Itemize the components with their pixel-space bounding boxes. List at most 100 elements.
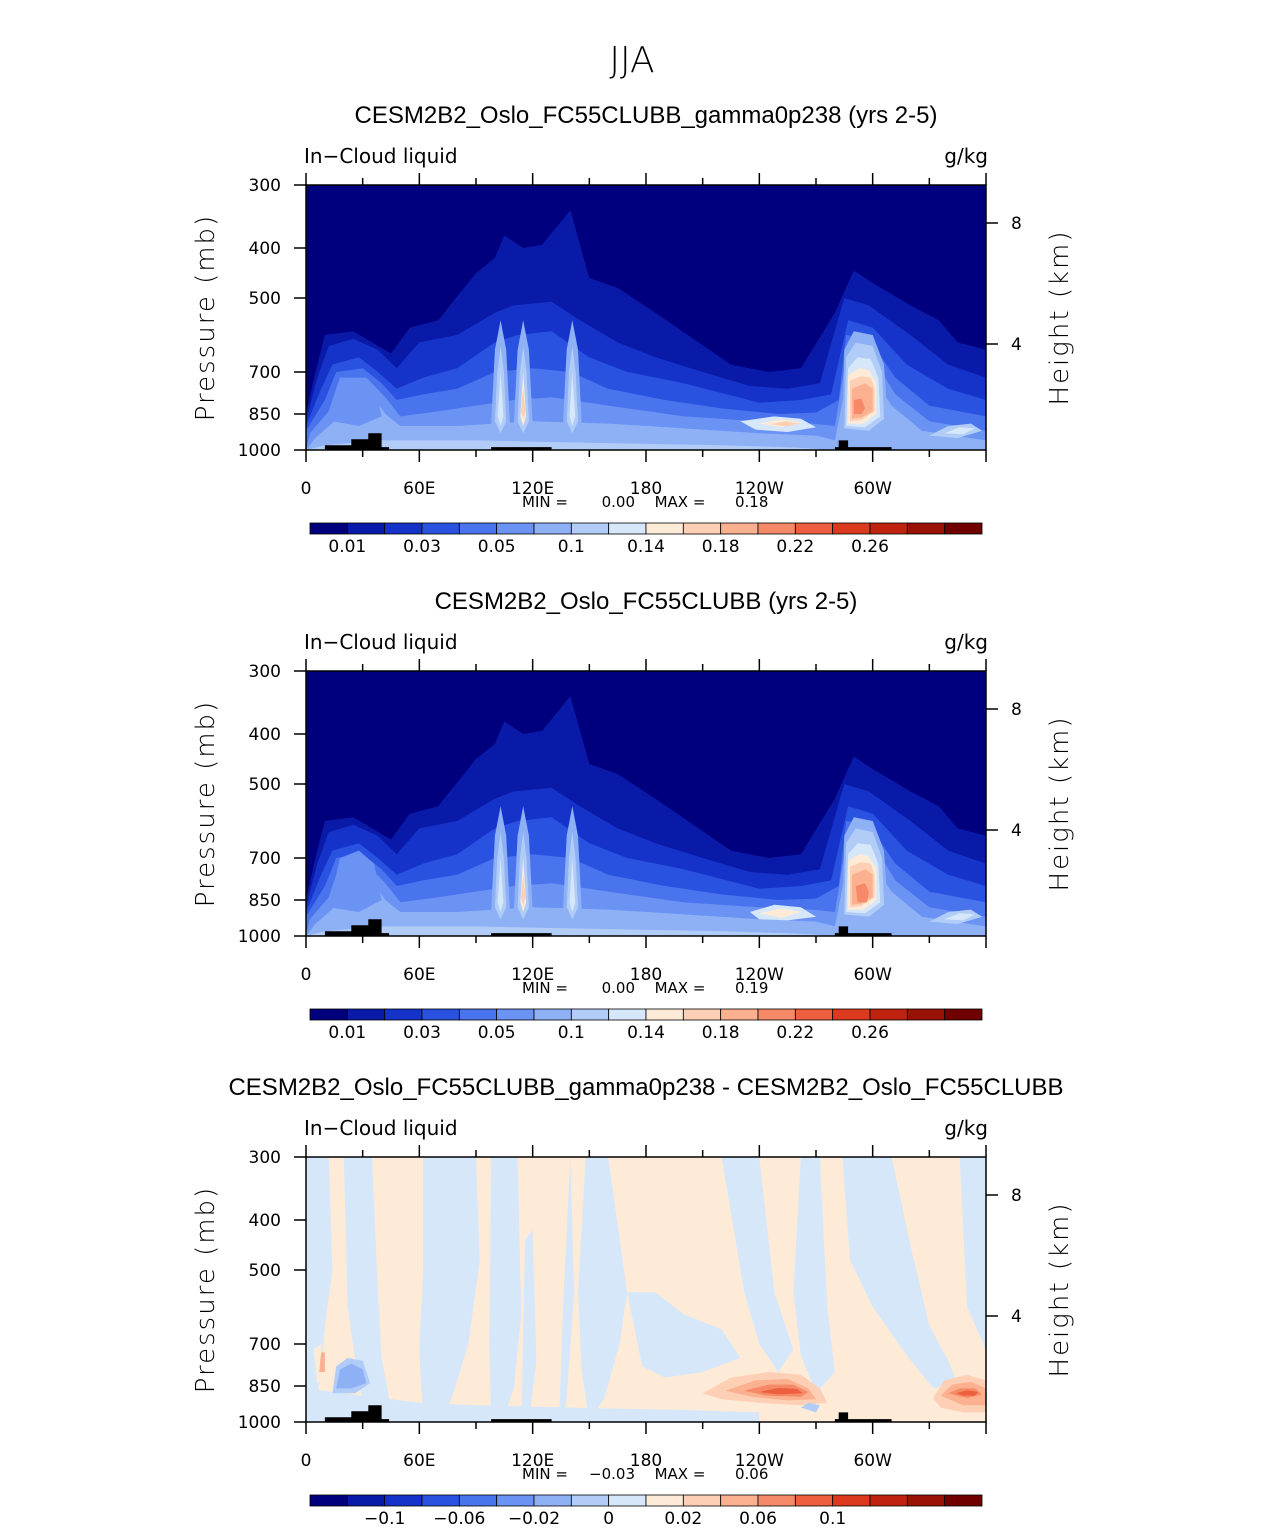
y-tick-label: 300 bbox=[249, 1148, 281, 1168]
y-tick-label: 1000 bbox=[238, 1413, 281, 1433]
x-tick-label: 180 bbox=[630, 479, 662, 499]
neg-africa-core bbox=[336, 1363, 367, 1389]
colorbar-swatch bbox=[832, 1494, 871, 1507]
panel-title: CESM2B2_Oslo_FC55CLUBB_gamma0p238 (yrs 2… bbox=[355, 102, 938, 129]
x-tick-label: 60W bbox=[853, 479, 892, 499]
colorbar-swatch bbox=[384, 522, 423, 535]
colorbar-swatch bbox=[421, 522, 460, 535]
x-tick-label: 120E bbox=[511, 1451, 554, 1471]
colorbar-swatch bbox=[458, 1008, 498, 1021]
x-tick-label: 60E bbox=[403, 965, 435, 985]
colorbar-swatch bbox=[496, 522, 535, 535]
colorbar-swatch bbox=[757, 522, 796, 535]
colorbar-swatch bbox=[906, 522, 946, 535]
y-tick-label: 700 bbox=[249, 363, 281, 383]
colorbar-swatch bbox=[944, 1008, 983, 1021]
min-value: −0.03 bbox=[589, 1465, 635, 1483]
x-tick-label: 60W bbox=[853, 1451, 892, 1471]
colorbar-label: 0.18 bbox=[702, 537, 740, 557]
plot-axes: 0 60E 120E 180 120W 60W 300 400 500 700 850 1000 8 4 P… bbox=[191, 1145, 1075, 1471]
colorbar-label: 0.05 bbox=[478, 537, 516, 557]
neg-area-1 bbox=[343, 1157, 391, 1422]
y-axis-title-right: Height (km) bbox=[1045, 1202, 1075, 1378]
max-label: MAX = bbox=[655, 1465, 706, 1483]
y-axis-title: Pressure (mb) bbox=[191, 214, 221, 421]
y-axis-title-right: Height (km) bbox=[1045, 716, 1075, 892]
colorbar-label: 0.14 bbox=[627, 537, 665, 557]
colorbar-swatch bbox=[682, 1008, 722, 1021]
colorbar-label: 0.06 bbox=[739, 1509, 777, 1529]
colorbar-label: 0.26 bbox=[851, 537, 889, 557]
atlantic-sc-core bbox=[944, 427, 975, 435]
height-tick-label: 4 bbox=[1011, 1307, 1022, 1327]
panel-1: CESM2B2_Oslo_FC55CLUBB_gamma0p238 (yrs 2… bbox=[191, 102, 1075, 557]
contour-plot bbox=[306, 671, 986, 936]
neg-area-12 bbox=[306, 1388, 760, 1422]
pacific-sc-core bbox=[759, 908, 801, 918]
colorbar-swatch bbox=[533, 522, 572, 535]
min-label: MIN = bbox=[522, 1465, 568, 1483]
x-tick-label: 180 bbox=[630, 1451, 662, 1471]
colorbar-swatch bbox=[720, 522, 759, 535]
max-value: 0.18 bbox=[735, 493, 768, 511]
neg-area-2 bbox=[419, 1157, 480, 1422]
atlantic-sc-core bbox=[944, 913, 975, 921]
height-tick-label: 8 bbox=[1011, 1186, 1022, 1206]
y-tick-label: 300 bbox=[249, 662, 281, 682]
y-axis-title: Pressure (mb) bbox=[191, 1186, 221, 1393]
y-tick-label: 500 bbox=[249, 775, 281, 795]
colorbar-swatch bbox=[682, 522, 722, 535]
units-label: g/kg bbox=[944, 1116, 988, 1140]
colorbar-swatch bbox=[832, 522, 871, 535]
x-tick-label: 60E bbox=[403, 1451, 435, 1471]
pacific-sc-peak bbox=[770, 421, 801, 427]
pos-lens-1 bbox=[381, 1307, 401, 1350]
panel-title: CESM2B2_Oslo_FC55CLUBB_gamma0p238 - CESM… bbox=[228, 1074, 1063, 1101]
colorbar-label: 0.01 bbox=[328, 1023, 366, 1043]
min-max-readout: MIN = 0.00 MAX = 0.19 bbox=[522, 979, 768, 997]
colorbar-swatch bbox=[496, 1008, 535, 1021]
colorbar-swatch bbox=[794, 522, 834, 535]
colorbar-swatch bbox=[645, 1008, 684, 1021]
colorbar-label: 0.18 bbox=[702, 1023, 740, 1043]
x-tick-label: 120E bbox=[511, 965, 554, 985]
x-tick-label: 120E bbox=[511, 479, 554, 499]
colorbar-label: 0.1 bbox=[558, 537, 585, 557]
contour-plot bbox=[306, 185, 986, 450]
neg-area-0 bbox=[306, 1157, 333, 1422]
topography-0 bbox=[324, 919, 390, 936]
pacific-diff-3 bbox=[759, 1387, 803, 1395]
min-label: MIN = bbox=[522, 979, 568, 997]
height-tick-label: 8 bbox=[1011, 214, 1022, 234]
tower-core bbox=[497, 372, 504, 426]
colorbar-swatch bbox=[869, 1008, 908, 1021]
min-label: MIN = bbox=[522, 493, 568, 511]
y-tick-label: 1000 bbox=[238, 441, 281, 461]
y-axis-title: Pressure (mb) bbox=[191, 700, 221, 907]
plot-axes: 0 60E 120E 180 120W 60W 300 400 500 700 850 1000 8 4 P… bbox=[191, 173, 1075, 499]
colorbar-swatch bbox=[458, 1494, 498, 1507]
neg-area-8 bbox=[721, 1157, 794, 1372]
colorbar-swatch bbox=[757, 1494, 796, 1507]
y-tick-label: 400 bbox=[249, 1211, 281, 1231]
y-axis-title-right: Height (km) bbox=[1045, 230, 1075, 406]
colorbar-label: −0.02 bbox=[508, 1509, 560, 1529]
variable-label: In−Cloud liquid bbox=[304, 630, 458, 654]
variable-label: In−Cloud liquid bbox=[304, 144, 458, 168]
tower-peak bbox=[521, 388, 526, 419]
contour-band-6 bbox=[306, 440, 835, 450]
colorbar-swatch bbox=[458, 522, 498, 535]
colorbar-swatch bbox=[570, 522, 610, 535]
tower-core bbox=[497, 858, 504, 912]
colorbar-swatch bbox=[869, 1494, 908, 1507]
colorbar-swatch bbox=[757, 1008, 796, 1021]
colorbar-swatch bbox=[309, 1494, 348, 1507]
units-label: g/kg bbox=[944, 630, 988, 654]
colorbar-label: −0.06 bbox=[433, 1509, 485, 1529]
colorbar-swatch bbox=[570, 1494, 610, 1507]
neg-area-5 bbox=[559, 1157, 575, 1422]
tower-peak bbox=[521, 874, 526, 905]
colorbar-swatch bbox=[421, 1008, 460, 1021]
y-tick-label: 850 bbox=[249, 891, 281, 911]
x-tick-label: 0 bbox=[301, 479, 312, 499]
